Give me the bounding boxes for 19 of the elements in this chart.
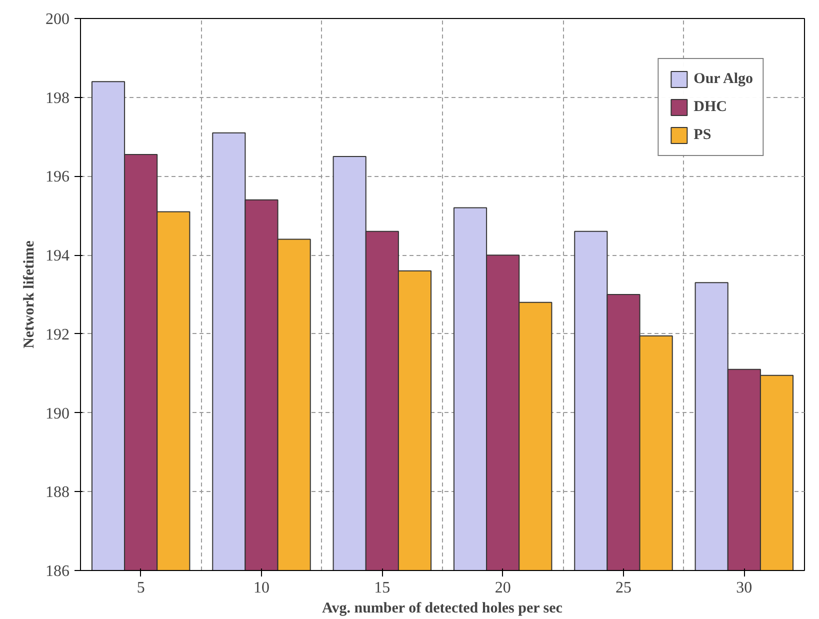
legend-label: Our Algo — [694, 70, 753, 88]
y-tick-label: 192 — [46, 326, 70, 344]
x-tick-label: 25 — [616, 580, 632, 596]
x-axis-title: Avg. number of detected holes per sec — [322, 600, 563, 616]
x-tick-label: 5 — [136, 580, 145, 596]
y-tick-label: 196 — [46, 168, 70, 186]
x-tick-label: 15 — [374, 580, 390, 596]
y-tick-label: 200 — [46, 11, 70, 28]
y-tick-label: 190 — [46, 405, 70, 422]
y-tick-label: 186 — [46, 563, 70, 580]
y-tick-label: 198 — [46, 90, 70, 107]
y-axis-title: Network lifetime — [22, 240, 38, 348]
legend-label: DHC — [694, 98, 728, 116]
y-tick-label: 188 — [46, 484, 70, 502]
y-tick-label: 194 — [46, 248, 70, 265]
x-tick-label: 20 — [494, 580, 511, 596]
legend-label: PS — [694, 126, 712, 144]
x-tick-label: 10 — [254, 580, 270, 596]
x-tick-label: 30 — [736, 580, 752, 596]
